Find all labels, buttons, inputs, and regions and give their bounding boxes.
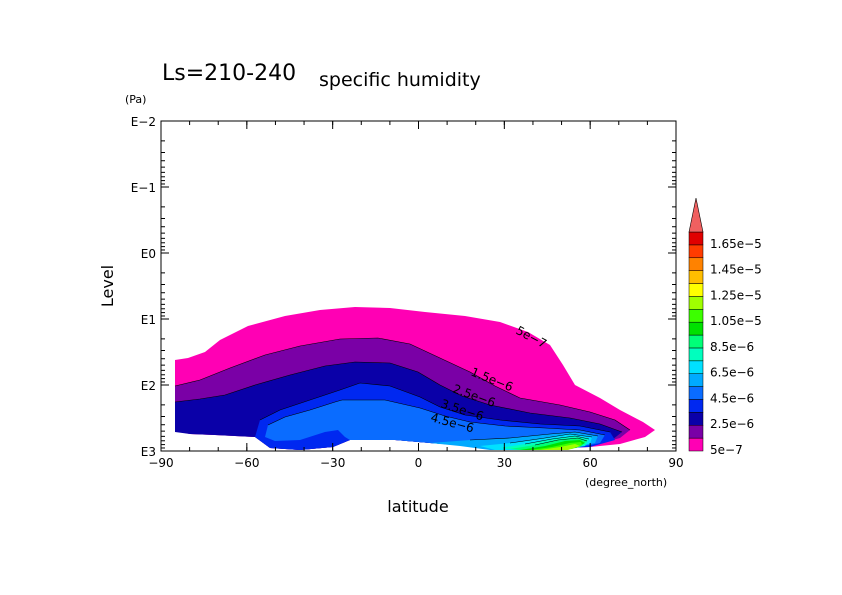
- x-tick-label: −90: [148, 456, 173, 470]
- y-tick-label: E−2: [131, 115, 156, 129]
- colorbar-label: 2.5e−6: [710, 417, 754, 431]
- contour-fills: [175, 307, 655, 450]
- colorbar-label: 5e−7: [710, 443, 743, 457]
- x-tick-label: −60: [234, 456, 259, 470]
- y-axis-unit: (Pa): [125, 93, 146, 106]
- x-axis-unit: (degree_north): [585, 476, 667, 489]
- contour-line-1.5e-6: [174, 337, 631, 431]
- contour-line-5.5e-6: [469, 431, 599, 441]
- colorbar-swatch: [688, 347, 704, 362]
- x-tick-label: 60: [583, 456, 598, 470]
- contour-line-8.5e-6: [534, 437, 588, 446]
- contour-line-7.5e-6: [524, 435, 590, 445]
- chart-subtitle: specific humidity: [319, 69, 481, 91]
- colorbar-swatch: [688, 296, 704, 310]
- y-tick-label: E0: [141, 247, 156, 261]
- colorbar-swatch: [688, 412, 704, 426]
- x-axis: −90 −60 −30 0 30 60 90: [148, 121, 684, 470]
- y-tick-label: E3: [141, 445, 156, 459]
- x-tick-label: 0: [415, 456, 423, 470]
- y-axis-title: Level: [98, 265, 117, 307]
- colorbar-overflow-arrow: [688, 197, 704, 233]
- contour-fill-1.15e-5: [540, 444, 580, 450]
- colorbar-label: 1.05e−5: [710, 314, 762, 328]
- colorbar-swatch: [688, 231, 704, 246]
- colorbar-label: 6.5e−6: [710, 366, 754, 380]
- colorbar-swatch: [688, 386, 704, 400]
- contour-lines: [174, 337, 631, 446]
- colorbar-swatch: [688, 257, 704, 271]
- colorbar-swatch: [688, 373, 704, 387]
- x-tick-label: −30: [320, 456, 345, 470]
- colorbar-label: 8.5e−6: [710, 340, 754, 354]
- chart-title: Ls=210-240: [162, 61, 296, 86]
- x-tick-label: 90: [668, 456, 683, 470]
- contour-line-4.5e-6: [267, 399, 606, 436]
- colorbar-label: 4.5e−6: [710, 391, 754, 405]
- colorbar-swatch: [688, 424, 704, 439]
- contour-line-6.5e-6: [509, 433, 593, 444]
- colorbar: 5e−7 2.5e−6 4.5e−6 6.5e−6 8.5e−6 1.05e−5 1.25e…: [688, 197, 762, 457]
- colorbar-label: 1.45e−5: [710, 263, 762, 277]
- contour-line-2.5e-6: [174, 361, 623, 433]
- colorbar-swatch: [688, 360, 704, 374]
- colorbar-swatch: [688, 244, 704, 259]
- colorbar-label: 1.65e−5: [710, 237, 762, 251]
- y-tick-label: E2: [141, 379, 156, 393]
- colorbar-swatch: [688, 334, 704, 349]
- y-tick-label: E−1: [131, 181, 156, 195]
- colorbar-swatch: [688, 270, 704, 284]
- colorbar-swatch: [688, 321, 704, 336]
- contour-line-3.5e-6: [259, 382, 611, 433]
- x-tick-label: 30: [497, 456, 512, 470]
- x-axis-title: latitude: [387, 497, 448, 516]
- colorbar-label: 1.25e−5: [710, 288, 762, 302]
- y-tick-label: E1: [141, 313, 156, 327]
- colorbar-swatch: [688, 399, 704, 413]
- colorbar-swatch: [688, 437, 704, 452]
- y-axis: E−2 E−1 E0 E1 E2 E3: [131, 115, 676, 459]
- colorbar-swatch: [688, 283, 704, 297]
- colorbar-swatch: [688, 309, 704, 323]
